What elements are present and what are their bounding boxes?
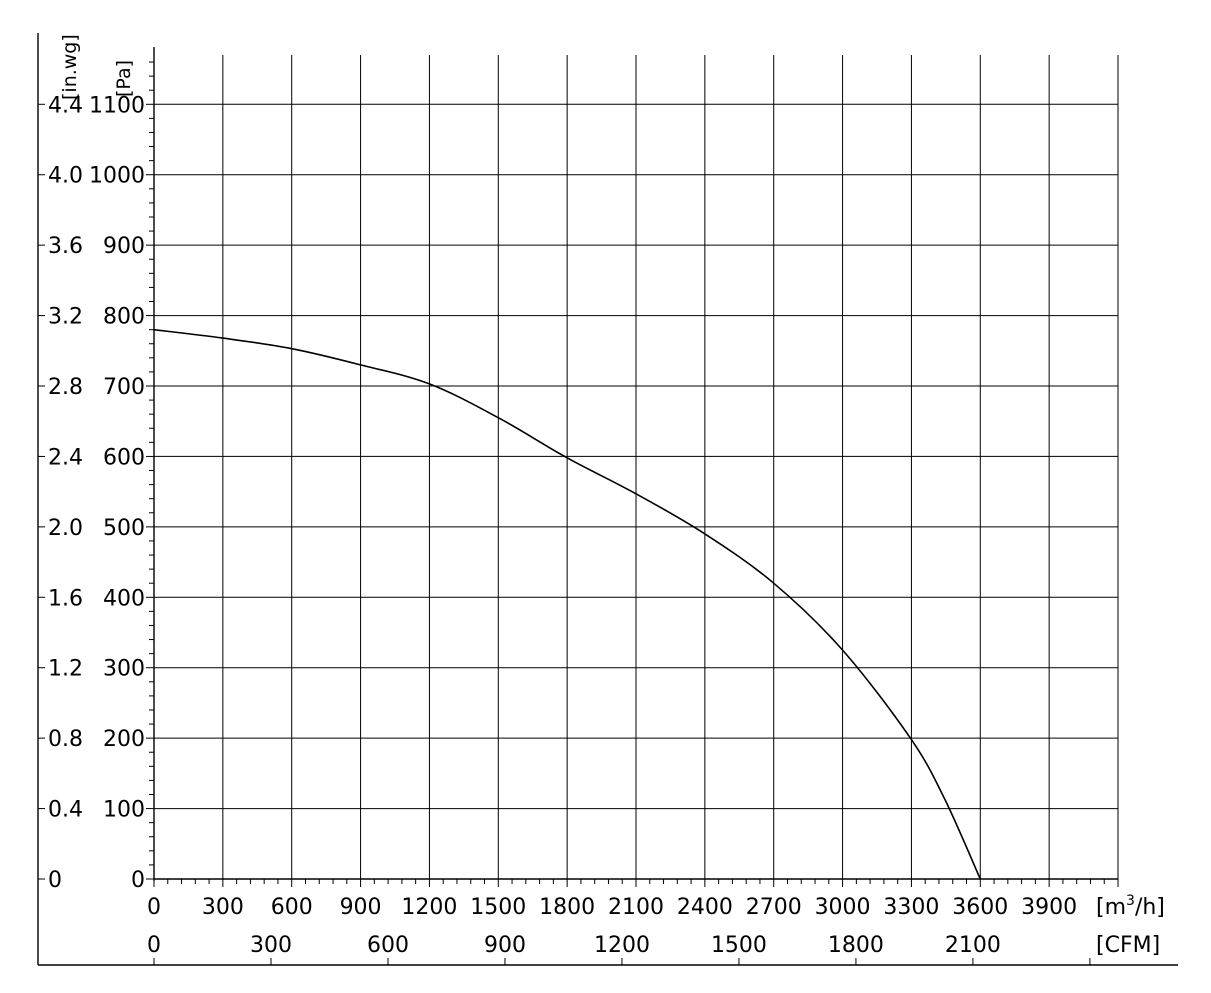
x-tick-label-m3h: 1200 [401, 895, 457, 920]
y-tick-label-pa: 800 [103, 305, 145, 330]
x-tick-label-m3h: 0 [147, 895, 161, 920]
x-tick-label-m3h: 900 [340, 895, 382, 920]
y-tick-label-inwg: 1.6 [48, 586, 83, 611]
grid [154, 55, 1119, 879]
y-tick-label-inwg: 4.0 [48, 164, 83, 189]
x-axis-label-m3h: [m3/h] [1096, 893, 1165, 920]
y-tick-label-pa: 500 [103, 516, 145, 541]
y-tick-label-inwg: 2.0 [48, 516, 83, 541]
x-tick-label-cfm: 0 [147, 933, 161, 958]
x-axis-label-cfm: [CFM] [1096, 933, 1160, 958]
y-tick-label-pa: 400 [103, 586, 145, 611]
x-axis-label-sup: 3 [1126, 893, 1135, 909]
x-tick-label-cfm: 600 [367, 933, 409, 958]
y-tick-label-inwg: 4.4 [48, 93, 83, 118]
ticks [38, 61, 1119, 965]
x-tick-label-cfm: 900 [484, 933, 526, 958]
y-tick-label-inwg: 3.2 [48, 305, 83, 330]
x-tick-label-m3h: 1500 [470, 895, 526, 920]
y-tick-label-inwg: 1.2 [48, 657, 83, 682]
x-tick-label-m3h: 2400 [677, 895, 733, 920]
y-tick-label-pa: 900 [103, 234, 145, 259]
x-tick-label-cfm: 2100 [945, 933, 1001, 958]
y-tick-label-pa: 200 [103, 727, 145, 752]
axes [37, 33, 1178, 966]
x-tick-label-m3h: 3600 [952, 895, 1008, 920]
y-tick-label-pa: 300 [103, 657, 145, 682]
y-tick-label-inwg: 2.8 [48, 375, 83, 400]
x-tick-label-m3h: 2100 [608, 895, 664, 920]
y-tick-label-inwg: 3.6 [48, 234, 83, 259]
x-tick-label-cfm: 1500 [711, 933, 767, 958]
x-tick-label-m3h: 3300 [883, 895, 939, 920]
y-tick-label-pa: 700 [103, 375, 145, 400]
y-tick-label-pa: 1000 [89, 164, 145, 189]
x-tick-label-m3h: 600 [271, 895, 313, 920]
x-tick-label-cfm: 300 [250, 933, 292, 958]
x-tick-label-cfm: 1800 [828, 933, 884, 958]
y-axis-label-pa: [Pa] [113, 60, 135, 97]
tick-labels: 0 300 600 900 1200 1500 1800 2100 2400 2700 3000 33… [48, 93, 1077, 958]
x-tick-label-m3h: 3900 [1021, 895, 1077, 920]
y-tick-label-pa: 100 [103, 798, 145, 823]
x-tick-label-m3h: 300 [202, 895, 244, 920]
x-axis-label-tail: /h] [1135, 895, 1165, 920]
y-tick-label-inwg: 0.8 [48, 727, 83, 752]
x-tick-label-cfm: 1200 [594, 933, 650, 958]
y-axis-label-inwg: [in.wg] [59, 34, 81, 100]
y-tick-label-pa: 600 [103, 445, 145, 470]
y-tick-label-pa: 1100 [89, 93, 145, 118]
y-tick-label-pa: 0 [131, 868, 145, 893]
x-tick-label-m3h: 1800 [539, 895, 595, 920]
x-tick-label-m3h: 2700 [746, 895, 802, 920]
y-tick-label-inwg: 2.4 [48, 445, 83, 470]
y-tick-label-inwg: 0 [48, 868, 62, 893]
y-tick-label-inwg: 0.4 [48, 798, 83, 823]
x-tick-label-m3h: 3000 [815, 895, 871, 920]
x-axis-label-base: [m [1096, 895, 1126, 920]
fan-curve-line [153, 328, 982, 880]
